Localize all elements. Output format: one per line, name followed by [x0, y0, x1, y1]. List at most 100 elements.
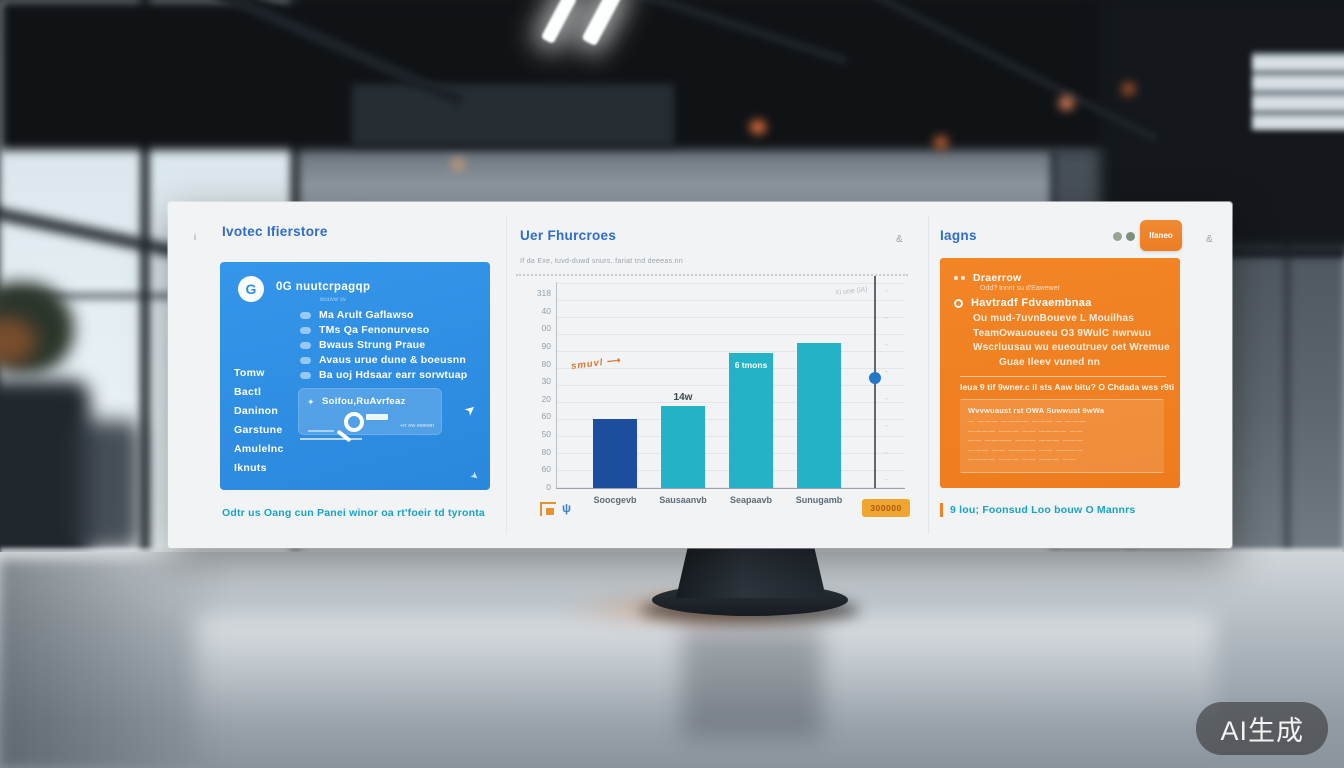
- right-tick-mark: -: [885, 475, 888, 484]
- y-tick-label: 318: [536, 288, 551, 298]
- desk-shadow: [0, 560, 230, 768]
- search-card[interactable]: ✦ Soifou,RuAvrfeaz +rr ew ewewn: [298, 388, 442, 435]
- right-tick-mark: -: [885, 340, 888, 349]
- left-panel-title: Ivotec Ifierstore: [222, 224, 328, 239]
- bar: [593, 419, 637, 488]
- dotted-separator: [516, 274, 908, 276]
- magnifier-handle: [336, 429, 352, 443]
- primary-action-button[interactable]: Ifaneo: [1140, 220, 1182, 251]
- feature-item: Avaus urue dune & boeusnn: [300, 353, 467, 368]
- table-title: Wvvwuaust rst OWA Suwwust 9wWa: [968, 406, 1105, 415]
- feature-item: Bwaus Strung Praue: [300, 338, 467, 353]
- bar-column: [797, 343, 841, 488]
- menu-item[interactable]: Garstune: [234, 424, 283, 436]
- detail-table: Wvvwuaust rst OWA Suwwust 9wWa — ——— ———…: [960, 399, 1164, 473]
- x-axis-labels: Soocgevb Sausaanvb Seapaavb Sunugamb: [593, 495, 843, 505]
- magnifier-bar: [308, 430, 334, 432]
- stand-reflection: [682, 628, 822, 738]
- bar-column: [593, 419, 637, 488]
- feature-item: Ma Arult Gaflawso: [300, 308, 467, 323]
- annotation-arrow-icon: ⟶: [606, 355, 622, 368]
- info-line: TeamOwauoueeu O3 9WulC nwrwuu: [973, 327, 1152, 339]
- bar-chart: 318 40 00 90 80 30 20 60 50 80 60 0 14w 6 tmons ----…: [537, 276, 905, 505]
- search-label: Soifou,RuAvrfeaz: [322, 396, 406, 407]
- magnifier-bar: [366, 414, 388, 420]
- dot-icon: [1126, 232, 1135, 241]
- y-tick-label: 60: [541, 464, 551, 475]
- y-tick-label: 40: [541, 305, 551, 316]
- info-heading-2: Havtradf Fdvaembnaa: [954, 297, 1168, 309]
- feature-item: TMs Qa Fenonurveso: [300, 323, 467, 338]
- table-row: ———— ——— —— ——— ——: [968, 457, 1077, 463]
- divider: [960, 376, 1166, 377]
- card-menu: Tomw Bactl Daninon Garstune Amulelnc Iknuts: [234, 364, 284, 478]
- x-tick-label: Sunugamb: [795, 495, 843, 505]
- bokeh-light: [934, 136, 948, 149]
- bar: 6 tmons: [729, 353, 773, 488]
- y-tick-label: 80: [541, 446, 551, 457]
- menu-item[interactable]: Bactl: [234, 386, 262, 398]
- y-tick-label: 60: [541, 411, 551, 422]
- menu-item[interactable]: Amulelnc: [234, 443, 284, 455]
- info-lines: Ou mud-7uvnBoueve L Mouilhas TeamOwauouee…: [973, 312, 1170, 370]
- card-heading: 0G nuutcrpagqp: [276, 281, 371, 293]
- feature-card[interactable]: G 0G nuutcrpagqp wuuvw sv Ma Arult Gafla…: [220, 262, 490, 490]
- psi-glyph-icon: ψ: [562, 501, 572, 515]
- cursor-arrow-icon[interactable]: ➤: [461, 400, 480, 419]
- table-row: ———— ——— —— ———— ——: [968, 428, 1084, 435]
- right-tick-mark: -: [885, 367, 888, 376]
- right-tick-mark: -: [885, 448, 888, 457]
- monitor-stand-neck: [676, 546, 826, 598]
- right-panel-title: Iagns: [940, 228, 977, 243]
- bar-column: 14w: [661, 392, 705, 488]
- y-tick-label: 0: [546, 481, 551, 492]
- info-note: Ieua 9 tif 9wner.c il sts Aaw bitu? O Ch…: [960, 382, 1175, 392]
- bokeh-light: [452, 158, 464, 170]
- bar: [797, 343, 841, 488]
- dot-icon: [1113, 232, 1122, 241]
- table-row: — ——— ———— ——— — ———: [968, 419, 1087, 425]
- chart-badge[interactable]: 300000: [862, 499, 910, 517]
- toggle-dots[interactable]: [1113, 232, 1135, 241]
- y-tick-label: 30: [541, 376, 551, 387]
- x-tick-label: Soocgevb: [593, 495, 637, 505]
- menu-item[interactable]: Daninon: [234, 405, 279, 417]
- bar-value-label: 14w: [673, 392, 693, 403]
- y-tick-label: 90: [541, 340, 551, 351]
- ring-bullet-icon: [954, 298, 963, 308]
- right-tick-mark: -: [885, 313, 888, 322]
- underline: [300, 438, 362, 440]
- avatar: G: [238, 276, 264, 302]
- panel-divider: [928, 216, 929, 534]
- dashboard-screen: i Ivotec Ifierstore G 0G nuutcrpagqp wuu…: [168, 202, 1232, 548]
- chair-silhouette: [70, 420, 140, 550]
- menu-item[interactable]: Tomw: [234, 367, 265, 379]
- info-line: Ou mud-7uvnBoueve L Mouilhas: [973, 313, 1134, 324]
- y-tick-label: 50: [541, 429, 551, 439]
- chart-title: Uer Fhurcroes: [520, 228, 617, 243]
- bokeh-light: [1122, 83, 1135, 95]
- search-hint: +rr ew ewewn: [399, 423, 434, 429]
- left-panel-caption: Odtr us Oang cun Panei winor oa rt'foeir…: [222, 506, 485, 519]
- ai-generated-watermark: AI生成: [1196, 702, 1328, 755]
- y-axis-ticks: 318 40 00 90 80 30 20 60 50 80 60 0: [519, 288, 551, 492]
- info-line: Guae Ileev vuned nn: [999, 356, 1101, 368]
- corner-arrow-icon[interactable]: ➤: [467, 469, 481, 484]
- bokeh-light: [750, 120, 766, 134]
- chart-menu-icon[interactable]: &: [896, 234, 903, 245]
- magnifier-icon[interactable]: [308, 410, 388, 450]
- y-tick-label: 00: [541, 323, 551, 334]
- right-tick-mark: -: [885, 394, 888, 403]
- menu-item[interactable]: Iknuts: [234, 462, 267, 474]
- right-tick-mark: -: [885, 286, 888, 295]
- bar-value-label: 6 tmons: [734, 360, 768, 370]
- panel-menu-icon[interactable]: &: [1206, 234, 1213, 245]
- data-point-marker: [869, 372, 881, 384]
- bokeh-light: [1059, 96, 1074, 110]
- hanging-panel: [352, 84, 674, 146]
- info-heading-1: Draerrow: [954, 272, 1168, 284]
- window-blinds: [1252, 52, 1344, 130]
- card-subheading: wuuvw sv: [320, 297, 347, 303]
- chart-footer-icon: ψ: [540, 500, 584, 520]
